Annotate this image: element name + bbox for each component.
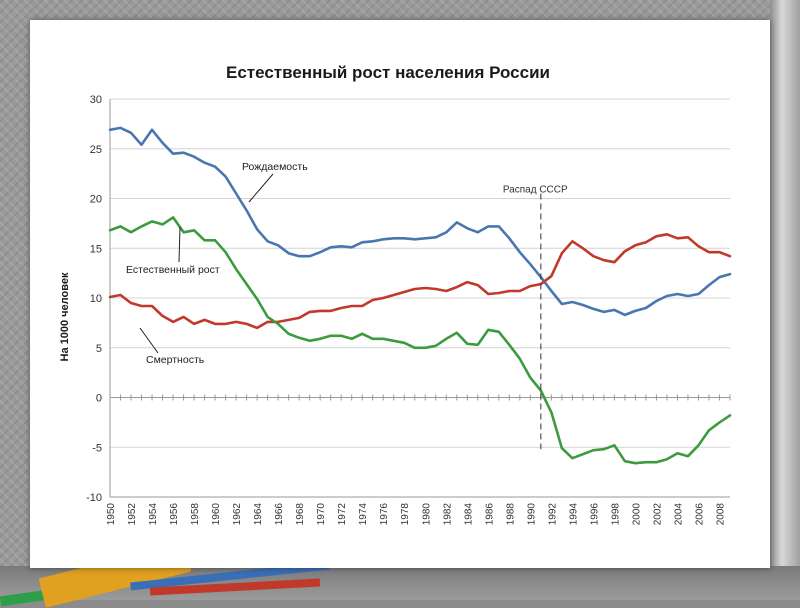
deaths-callout-leader bbox=[139, 327, 159, 354]
births-callout: Рождаемость bbox=[242, 161, 308, 173]
x-tick-label: 2002 bbox=[652, 503, 663, 526]
x-tick-label: 1990 bbox=[526, 503, 537, 526]
x-tick-label: 1986 bbox=[484, 503, 495, 526]
x-tick-label: 1950 bbox=[106, 503, 117, 526]
y-tick-label: 25 bbox=[90, 144, 102, 156]
deaths-callout: Смертность bbox=[146, 354, 205, 366]
x-tick-label: 1996 bbox=[589, 503, 600, 526]
deaths-line bbox=[108, 233, 732, 330]
background-frame-right bbox=[770, 0, 800, 600]
x-tick-label: 1956 bbox=[169, 503, 180, 526]
x-tick-label: 1998 bbox=[610, 503, 621, 526]
x-tick-label: 1988 bbox=[505, 503, 516, 526]
y-tick-label: -10 bbox=[86, 492, 102, 504]
x-tick-label: 1980 bbox=[421, 503, 432, 526]
x-tick-label: 1976 bbox=[379, 503, 390, 526]
axes: -10 -5 0 5 10 15 20 25 30 1950 1952 1954 1956 1958 196… bbox=[86, 94, 731, 526]
y-tick-label: 5 bbox=[96, 343, 102, 355]
births-line bbox=[108, 126, 732, 317]
y-axis-label: На 1000 человек bbox=[59, 272, 71, 361]
y-tick-label: 20 bbox=[90, 194, 102, 206]
growth-callout: Естественный рост bbox=[126, 264, 220, 276]
births-callout-leader bbox=[248, 173, 274, 203]
x-tick-label: 2000 bbox=[631, 503, 642, 526]
x-tick-label: 1958 bbox=[190, 503, 201, 526]
x-tick-label: 1968 bbox=[295, 503, 306, 526]
x-tick-label: 1992 bbox=[547, 503, 558, 526]
x-tick-label: 1964 bbox=[253, 503, 264, 526]
y-tick-label: -5 bbox=[92, 442, 102, 454]
slide: Естественный рост населения России -10 -5… bbox=[30, 20, 770, 568]
series-group bbox=[108, 126, 732, 465]
x-tick-label: 2004 bbox=[673, 503, 684, 526]
x-tick-label: 1974 bbox=[358, 503, 369, 526]
x-tick-label: 1978 bbox=[400, 503, 411, 526]
grid bbox=[110, 98, 730, 498]
chart-title: Естественный рост населения России bbox=[226, 63, 550, 82]
x-tick-label: 1972 bbox=[337, 503, 348, 526]
x-tick-label: 1970 bbox=[316, 503, 327, 526]
x-tick-label: 1954 bbox=[148, 503, 159, 526]
x-tick-label: 1982 bbox=[442, 503, 453, 526]
growth-line bbox=[108, 216, 732, 465]
x-tick-label: 1966 bbox=[274, 503, 285, 526]
x-tick-label: 1962 bbox=[232, 503, 243, 526]
x-tick-label: 1994 bbox=[568, 503, 579, 526]
annotations: Распад СССР Рождаемость Естественный рост С… bbox=[126, 161, 568, 450]
y-tick-label: 0 bbox=[96, 393, 102, 405]
y-tick-label: 10 bbox=[90, 293, 102, 305]
x-tick-label: 1984 bbox=[463, 503, 474, 526]
x-tick-label: 1960 bbox=[211, 503, 222, 526]
y-tick-label: 15 bbox=[90, 243, 102, 255]
x-tick-label: 1952 bbox=[127, 503, 138, 526]
growth-callout-leader bbox=[178, 226, 181, 263]
x-tick-label: 2006 bbox=[694, 503, 705, 526]
collapse-label: Распад СССР bbox=[503, 185, 568, 196]
y-tick-label: 30 bbox=[90, 94, 102, 106]
population-chart: Естественный рост населения России -10 -5… bbox=[59, 63, 732, 526]
x-tick-label: 2008 bbox=[715, 503, 726, 526]
